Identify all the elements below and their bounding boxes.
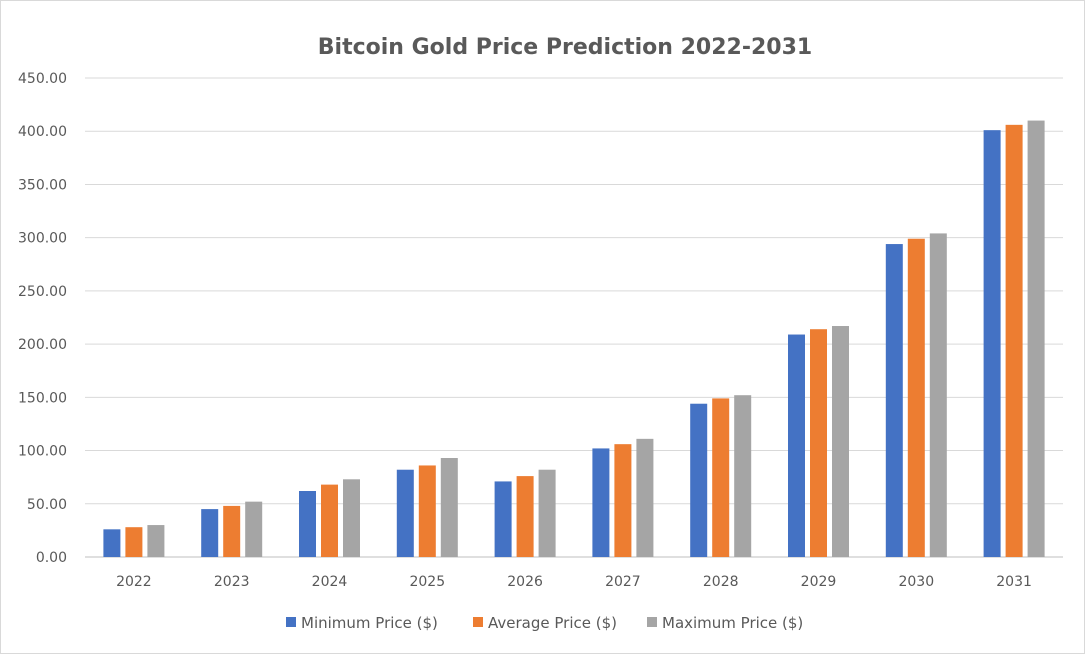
legend-swatch (286, 617, 296, 627)
bar-2022-series-2 (147, 525, 165, 557)
x-tick-label: 2023 (214, 574, 250, 590)
bar-2031-series-2 (1027, 120, 1045, 558)
chart-title: Bitcoin Gold Price Prediction 2022-2031 (318, 35, 812, 60)
bar-2026-series-1 (516, 476, 534, 557)
bar-2028-series-0 (690, 403, 708, 557)
x-tick-label: 2025 (409, 574, 445, 590)
y-tick-label: 450.00 (18, 71, 67, 87)
bar-2022-series-1 (125, 527, 143, 557)
x-tick-label: 2031 (996, 574, 1032, 590)
bar-2024-series-1 (321, 484, 338, 557)
y-tick-label: 150.00 (18, 390, 67, 406)
y-tick-label: 350.00 (18, 177, 67, 193)
bar-2024-series-2 (343, 479, 360, 557)
bar-2022-series-0 (103, 529, 121, 557)
legend: Minimum Price ($) Average Price ($) Maximu… (286, 614, 803, 632)
x-tick-label: 2028 (703, 574, 739, 590)
bar-2027-series-1 (614, 444, 632, 557)
bar-2030-series-2 (929, 233, 947, 558)
bar-2026-series-2 (538, 469, 556, 557)
bar-2031-series-0 (983, 130, 1001, 557)
bar-2023-series-1 (223, 505, 241, 557)
bar-2028-series-1 (712, 398, 730, 557)
bar-2025-series-2 (440, 458, 458, 557)
y-tick-label: 200.00 (18, 337, 67, 353)
bar-2029-series-2 (832, 326, 849, 557)
x-tick-label: 2026 (507, 574, 543, 590)
legend-swatch (473, 617, 483, 627)
y-tick-label: 100.00 (18, 444, 67, 460)
bar-2023-series-2 (245, 501, 263, 557)
bar-2025-series-1 (418, 465, 436, 557)
x-axis-ticks: 2022 2023 2024 2025 2026 2027 2028 2029 2030 2031 (116, 574, 1032, 590)
bar-2030-series-0 (885, 244, 903, 557)
bar-2031-series-1 (1005, 124, 1023, 557)
x-tick-label: 2024 (312, 574, 348, 590)
bar-2027-series-0 (592, 448, 610, 557)
x-tick-label: 2027 (605, 574, 641, 590)
x-tick-label: 2022 (116, 574, 152, 590)
legend-swatch (647, 617, 657, 627)
legend-label: Minimum Price ($) (301, 614, 438, 632)
bar-2025-series-0 (396, 469, 414, 557)
bar-2027-series-2 (636, 438, 654, 557)
x-tick-label: 2030 (898, 574, 934, 590)
y-tick-label: 300.00 (18, 231, 67, 247)
y-tick-label: 250.00 (18, 284, 67, 300)
bar-2023-series-0 (201, 509, 219, 557)
y-axis-ticks: 0.00 50.00 100.00 150.00 200.00 250.00 300.00 3… (18, 71, 67, 566)
legend-label: Average Price ($) (488, 614, 617, 632)
bar-2026-series-0 (494, 481, 512, 557)
y-tick-label: 400.00 (18, 124, 67, 140)
bar-2028-series-2 (734, 395, 752, 557)
legend-label: Maximum Price ($) (662, 614, 803, 632)
bar-2029-series-1 (810, 329, 827, 557)
bar-2024-series-0 (299, 491, 316, 557)
bar-2030-series-1 (907, 238, 925, 557)
y-tick-label: 50.00 (27, 497, 67, 513)
y-tick-label: 0.00 (36, 550, 67, 566)
x-tick-label: 2029 (801, 574, 837, 590)
bar-2029-series-0 (788, 334, 805, 557)
bars (103, 120, 1045, 558)
